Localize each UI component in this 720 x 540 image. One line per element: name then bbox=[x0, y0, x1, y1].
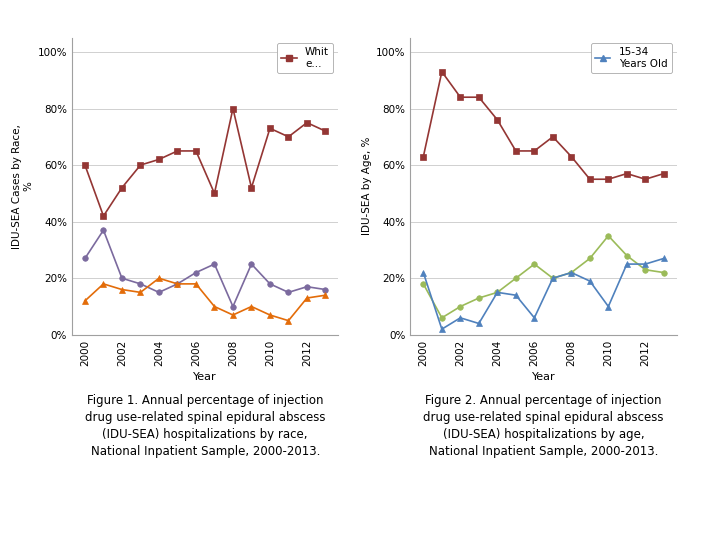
Text: Figure 2. Annual percentage of injection
drug use-related spinal epidural absces: Figure 2. Annual percentage of injection… bbox=[423, 394, 664, 458]
X-axis label: Year: Year bbox=[532, 372, 555, 382]
Legend: 15-34
Years Old: 15-34 Years Old bbox=[590, 43, 672, 73]
Legend: Whit
e...: Whit e... bbox=[277, 43, 333, 73]
Y-axis label: IDU-SEA Cases by Race,
%: IDU-SEA Cases by Race, % bbox=[12, 124, 33, 249]
Text: Figure 1. Annual percentage of injection
drug use-related spinal epidural absces: Figure 1. Annual percentage of injection… bbox=[85, 394, 325, 458]
Y-axis label: IDU-SEA by Age, %: IDU-SEA by Age, % bbox=[362, 137, 372, 235]
X-axis label: Year: Year bbox=[194, 372, 217, 382]
